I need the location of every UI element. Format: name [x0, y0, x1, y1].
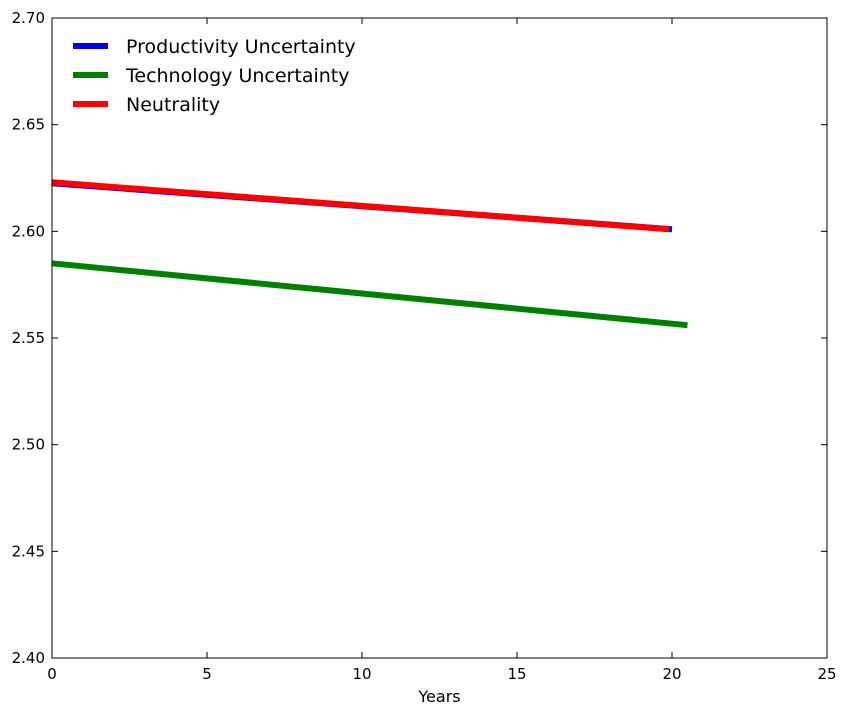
y-tick-label: 2.60 — [12, 222, 45, 240]
y-tick-label: 2.50 — [12, 436, 45, 454]
x-tick-label: 5 — [202, 665, 212, 683]
x-tick-label: 20 — [662, 665, 681, 683]
legend-label-0: Productivity Uncertainty — [126, 36, 356, 58]
ticks-layer: 0 5 10 15 20 25 2.40 2.45 2.50 2.55 2.60 2.65 2.70 — [12, 9, 837, 683]
legend: Productivity Uncertainty Technology Uncer… — [73, 36, 356, 116]
series-layer — [51, 179, 688, 329]
legend-label-2: Neutrality — [126, 94, 220, 116]
legend-label-1: Technology Uncertainty — [125, 65, 349, 87]
series-line-1 — [51, 260, 688, 329]
y-tick-label: 2.70 — [12, 9, 45, 27]
y-tick-label: 2.55 — [12, 329, 45, 347]
y-tick-label: 2.65 — [12, 116, 45, 134]
y-tick-label: 2.40 — [12, 649, 45, 667]
x-tick-label: 25 — [817, 665, 836, 683]
y-tick-label: 2.45 — [12, 542, 45, 560]
series-line-2 — [51, 179, 670, 233]
x-tick-label: 10 — [352, 665, 371, 683]
x-tick-label: 15 — [507, 665, 526, 683]
x-tick-label: 0 — [47, 665, 57, 683]
x-axis-label: Years — [417, 687, 460, 706]
